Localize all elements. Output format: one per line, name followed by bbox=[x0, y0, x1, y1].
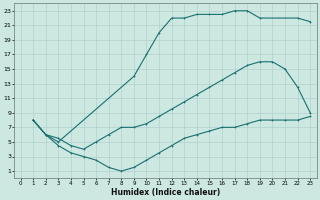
X-axis label: Humidex (Indice chaleur): Humidex (Indice chaleur) bbox=[111, 188, 220, 197]
